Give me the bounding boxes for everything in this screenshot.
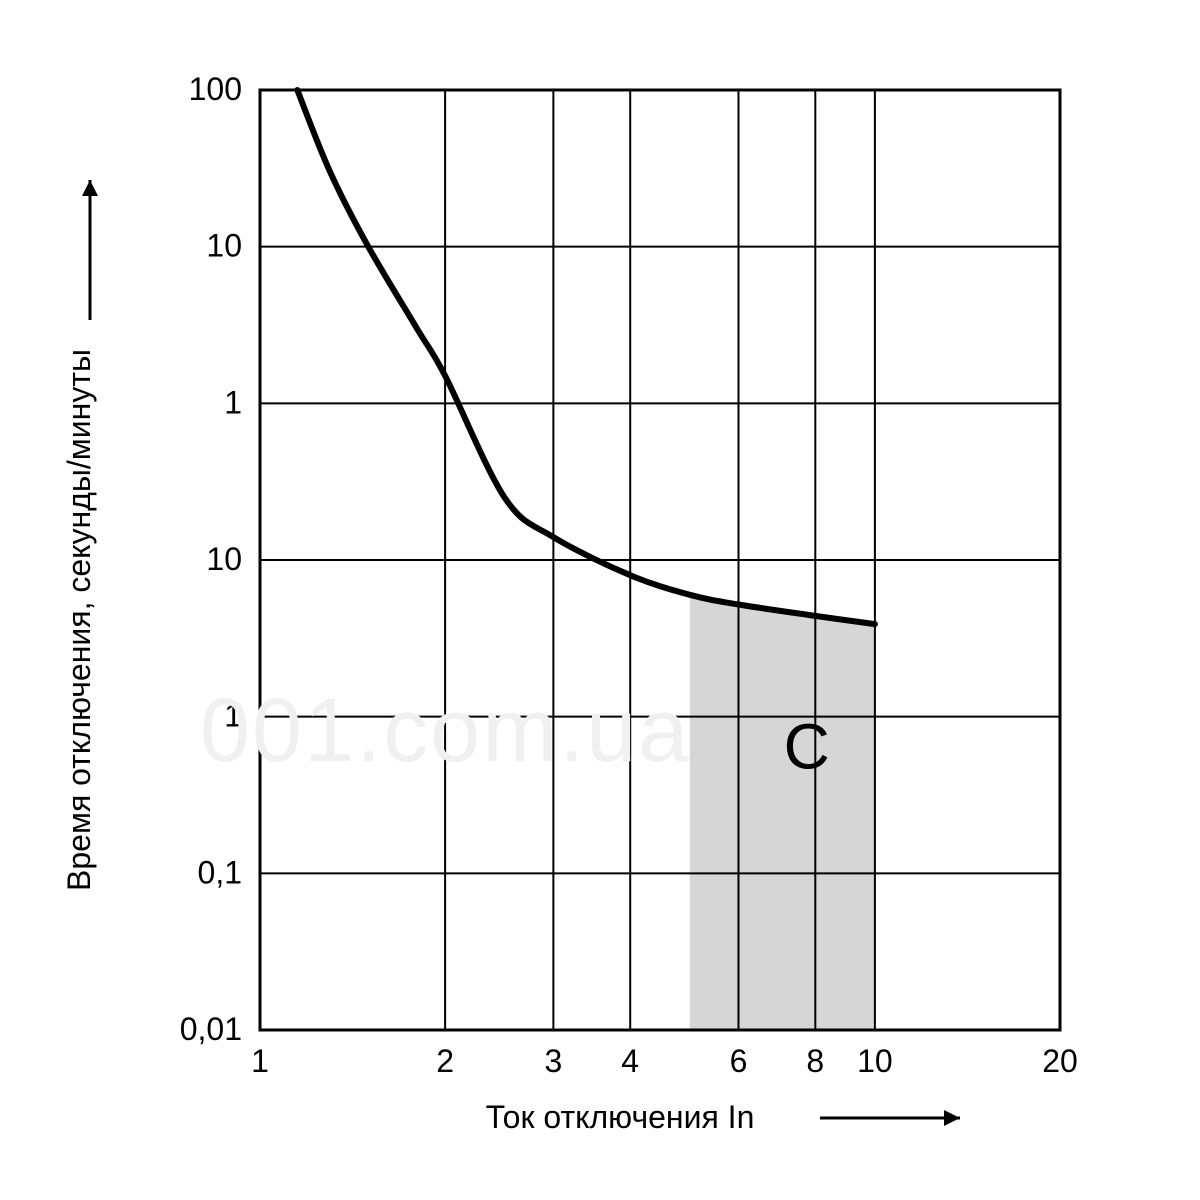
svg-text:10: 10 xyxy=(206,541,242,577)
chart-svg: C 1 2 3 4 6 8 10 20 100 10 1 10 1 0,1 0,01 Ток отключени… xyxy=(0,0,1200,1200)
svg-text:2: 2 xyxy=(436,1043,454,1079)
chart-container: C 1 2 3 4 6 8 10 20 100 10 1 10 1 0,1 0,01 Ток отключени… xyxy=(0,0,1200,1200)
svg-text:0,01: 0,01 xyxy=(180,1011,242,1047)
svg-text:1: 1 xyxy=(224,384,242,420)
svg-text:Время отключения, секунды/мину: Время отключения, секунды/минуты xyxy=(61,349,97,891)
svg-text:20: 20 xyxy=(1042,1043,1078,1079)
svg-text:4: 4 xyxy=(621,1043,639,1079)
svg-text:1: 1 xyxy=(224,698,242,734)
svg-text:1: 1 xyxy=(251,1043,269,1079)
svg-text:C: C xyxy=(784,710,830,782)
svg-text:6: 6 xyxy=(730,1043,748,1079)
svg-text:Ток отключения In: Ток отключения In xyxy=(486,1099,755,1135)
svg-text:0,1: 0,1 xyxy=(198,854,242,890)
svg-text:10: 10 xyxy=(206,228,242,264)
svg-text:100: 100 xyxy=(189,71,242,107)
svg-text:10: 10 xyxy=(857,1043,893,1079)
svg-text:8: 8 xyxy=(806,1043,824,1079)
svg-text:3: 3 xyxy=(544,1043,562,1079)
